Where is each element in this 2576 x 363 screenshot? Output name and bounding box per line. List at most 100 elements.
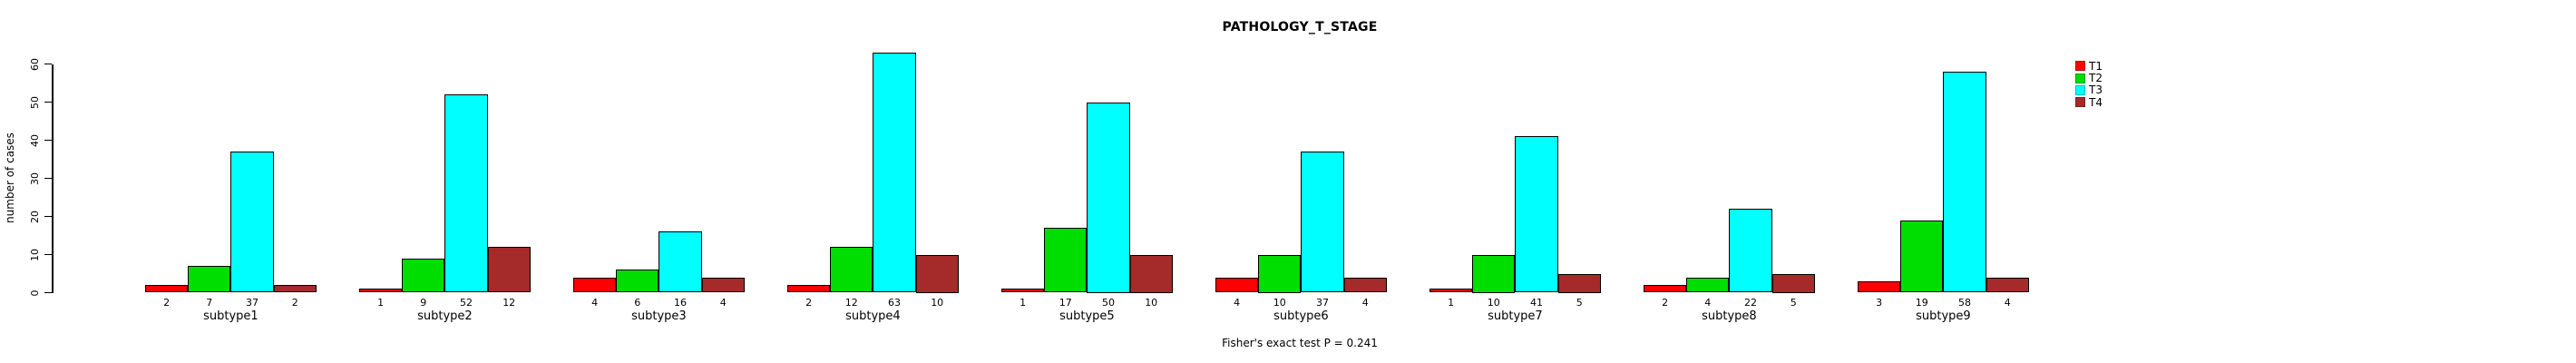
legend: T1 T2 T3 T4 <box>2075 60 2103 109</box>
y-axis-tick-label: 0 <box>29 289 41 296</box>
bar-value-label: 37 <box>1316 297 1329 309</box>
bar-T2-subtype6 <box>1258 254 1302 293</box>
bar-T3-subtype3 <box>659 231 702 293</box>
bar-T2-subtype7 <box>1472 254 1516 293</box>
bar-T1-subtype2 <box>359 289 403 293</box>
bar-value-label: 2 <box>1662 297 1669 309</box>
bar-T4-subtype4 <box>915 254 959 293</box>
bar-T1-subtype8 <box>1644 285 1687 293</box>
bar-value-label: 12 <box>503 297 516 309</box>
bar-value-label: 10 <box>1487 297 1500 309</box>
bar-value-label: 19 <box>1915 297 1928 309</box>
bar-value-label: 4 <box>2004 297 2011 309</box>
bar-value-label: 22 <box>1744 297 1757 309</box>
legend-label: T1 <box>2089 59 2103 73</box>
bar-T1-subtype5 <box>1001 289 1045 293</box>
category-label-subtype8: subtype8 <box>1702 309 1757 323</box>
bar-T2-subtype2 <box>402 258 445 293</box>
bar-value-label: 16 <box>674 297 687 309</box>
bar-value-label: 52 <box>460 297 473 309</box>
y-axis-tick-label: 20 <box>29 210 41 223</box>
legend-swatch-T4 <box>2075 97 2085 108</box>
bar-value-label: 17 <box>1059 297 1072 309</box>
bar-T3-subtype5 <box>1087 102 1130 293</box>
chart-title: PATHOLOGY_T_STAGE <box>1222 20 1378 34</box>
bar-T1-subtype7 <box>1429 289 1473 293</box>
bar-T4-subtype6 <box>1343 277 1387 293</box>
legend-swatch-T2 <box>2075 73 2085 83</box>
legend-item-T1: T1 <box>2075 60 2103 72</box>
bar-value-label: 1 <box>1448 297 1455 309</box>
bar-T4-subtype9 <box>1986 277 2029 293</box>
bar-T3-subtype6 <box>1301 152 1344 293</box>
legend-item-T2: T2 <box>2075 72 2103 83</box>
bar-T1-subtype1 <box>145 285 189 293</box>
bar-T4-subtype3 <box>701 277 745 293</box>
bar-value-label: 5 <box>1576 297 1583 309</box>
legend-label: T4 <box>2089 95 2103 109</box>
bar-value-label: 12 <box>844 297 858 309</box>
bar-T1-subtype9 <box>1858 280 1901 293</box>
bar-T3-subtype8 <box>1729 209 1772 293</box>
bar-T3-subtype4 <box>873 52 916 293</box>
bar-value-label: 10 <box>931 297 944 309</box>
bar-T1-subtype3 <box>573 277 617 293</box>
bar-value-label: 10 <box>1145 297 1158 309</box>
bar-value-label: 1 <box>1020 297 1027 309</box>
y-axis-label: number of cases <box>4 132 16 223</box>
bar-T4-subtype8 <box>1771 273 1815 293</box>
bar-value-label: 41 <box>1530 297 1543 309</box>
category-label-subtype5: subtype5 <box>1059 309 1115 323</box>
bar-value-label: 3 <box>1876 297 1883 309</box>
bar-T2-subtype1 <box>188 266 231 293</box>
bar-value-label: 2 <box>163 297 171 309</box>
bar-value-label: 4 <box>1361 297 1369 309</box>
bar-value-label: 58 <box>1958 297 1971 309</box>
y-axis-tick-label: 40 <box>29 133 41 147</box>
y-axis-tick <box>44 139 52 142</box>
y-axis-tick <box>44 101 52 103</box>
bar-value-label: 5 <box>1790 297 1797 309</box>
bar-value-label: 9 <box>420 297 427 309</box>
category-label-subtype3: subtype3 <box>631 309 687 323</box>
legend-swatch-T1 <box>2075 61 2085 72</box>
legend-label: T2 <box>2089 72 2103 85</box>
y-axis-tick-label: 60 <box>29 57 41 71</box>
bar-T2-subtype5 <box>1044 228 1088 293</box>
bar-T4-subtype1 <box>273 285 317 293</box>
bar-value-label: 37 <box>246 297 259 309</box>
y-axis-tick <box>44 177 52 180</box>
category-label-subtype6: subtype6 <box>1273 309 1329 323</box>
legend-item-T4: T4 <box>2075 96 2103 108</box>
category-label-subtype2: subtype2 <box>417 309 473 323</box>
bar-T2-subtype8 <box>1686 277 1730 293</box>
bar-T1-subtype6 <box>1215 277 1259 293</box>
category-label-subtype4: subtype4 <box>845 309 901 323</box>
y-axis-tick <box>44 215 52 218</box>
bar-T2-subtype4 <box>830 247 873 293</box>
bar-value-label: 2 <box>805 297 813 309</box>
fisher-test-note: Fisher's exact test P = 0.241 <box>1222 337 1378 349</box>
y-axis-line <box>52 64 54 293</box>
bar-value-label: 6 <box>634 297 641 309</box>
bar-T2-subtype9 <box>1900 220 1944 293</box>
bar-value-label: 7 <box>206 297 213 309</box>
bar-T3-subtype7 <box>1515 136 1558 293</box>
bar-value-label: 1 <box>377 297 385 309</box>
bar-value-label: 4 <box>591 297 599 309</box>
bar-T3-subtype2 <box>444 94 488 293</box>
bar-value-label: 10 <box>1273 297 1286 309</box>
bar-value-label: 4 <box>1704 297 1712 309</box>
y-axis-tick <box>44 63 52 65</box>
category-label-subtype1: subtype1 <box>203 309 259 323</box>
category-label-subtype9: subtype9 <box>1916 309 1971 323</box>
y-axis-tick-label: 30 <box>29 172 41 185</box>
bar-value-label: 63 <box>888 297 901 309</box>
y-axis-tick <box>44 253 52 256</box>
y-axis-tick-label: 50 <box>29 95 41 109</box>
bar-T3-subtype1 <box>230 152 274 293</box>
y-axis-tick-label: 10 <box>29 248 41 261</box>
bar-T3-subtype9 <box>1943 71 1986 293</box>
bar-value-label: 2 <box>291 297 298 309</box>
bar-value-label: 50 <box>1102 297 1115 309</box>
